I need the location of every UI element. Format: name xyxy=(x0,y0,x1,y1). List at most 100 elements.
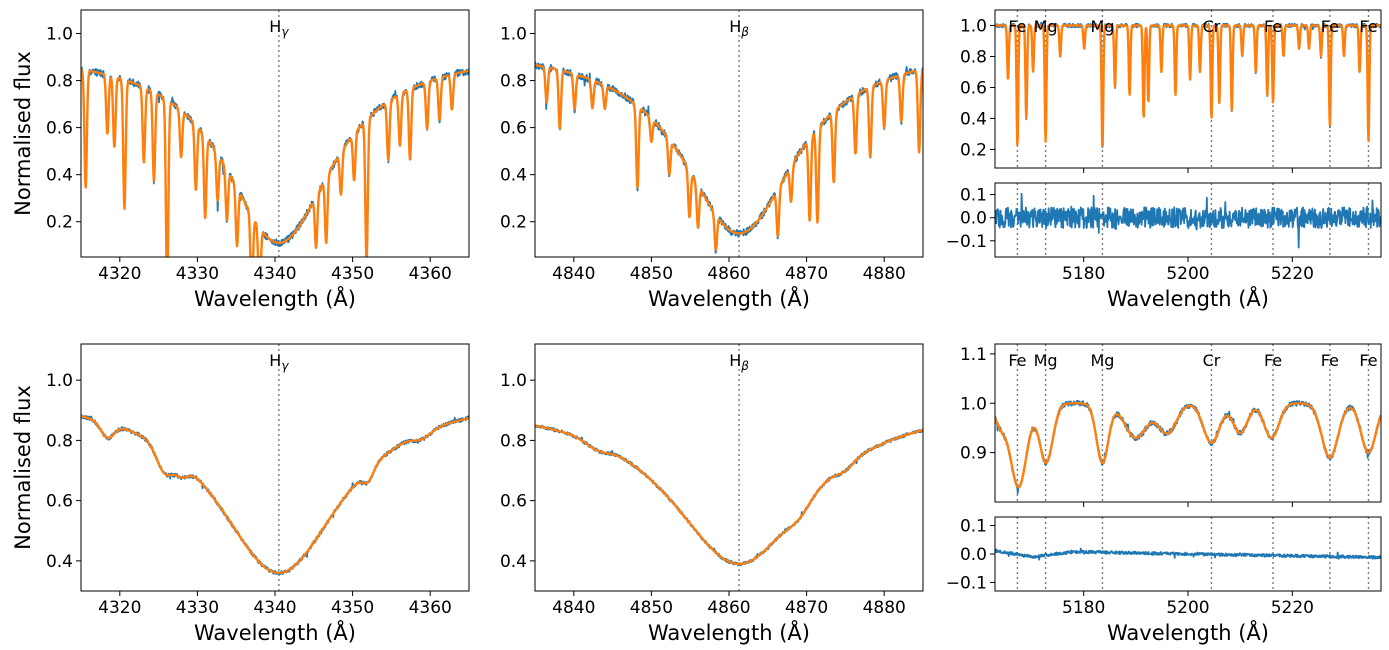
x-tick-label: 4850 xyxy=(630,264,673,284)
axes-frame xyxy=(534,343,924,592)
x-tick-label: 4330 xyxy=(176,598,219,618)
x-tick-label: 5180 xyxy=(1062,598,1105,618)
element-label: Fe xyxy=(1359,351,1377,370)
x-axis-label: Wavelength (Å) xyxy=(648,619,810,645)
y-tick-label: −0.1 xyxy=(946,573,987,593)
y-tick-label: 0.2 xyxy=(960,140,987,160)
element-label: Mg xyxy=(1090,351,1114,370)
y-tick-label: 0.2 xyxy=(500,213,527,233)
y-tick-label: 1.0 xyxy=(960,394,987,414)
y-tick-label: 1.0 xyxy=(46,25,73,45)
panel-top-mg-flux: 0.2 0.4 0.6 0.8 1.0 Fe Mg Mg Cr Fe Fe Fe xyxy=(960,9,1382,173)
x-tick-label: 4350 xyxy=(331,598,374,618)
element-label: Fe xyxy=(1008,351,1026,370)
x-tick-label: 4850 xyxy=(630,598,673,618)
panel-top-mg-residual: 5180 5200 5220 −0.1 0.0 0.1 Wavelength (Å) xyxy=(946,182,1382,311)
x-tick-label: 4320 xyxy=(98,598,141,618)
x-axis-label: Wavelength (Å) xyxy=(194,619,356,645)
x-tick-label: 4340 xyxy=(253,598,296,618)
series-model xyxy=(535,424,923,566)
x-tick-label: 5180 xyxy=(1062,264,1105,284)
x-axis-label: Wavelength (Å) xyxy=(1107,619,1269,645)
y-tick-label: 1.0 xyxy=(960,16,987,36)
y-tick-label: 1.0 xyxy=(500,371,527,391)
y-axis-label: Normalised flux xyxy=(11,51,35,216)
y-tick-label: 0.8 xyxy=(46,72,73,92)
balmer-line-label: Hβ xyxy=(729,351,749,373)
element-label: Fe xyxy=(1321,351,1339,370)
y-tick-label: 0.1 xyxy=(960,517,987,537)
panel-bottom-hgamma: 4320 4330 4340 4350 4360 0.4 0.6 0.8 1.0 Waveleng… xyxy=(11,343,470,645)
y-tick-label: 0.8 xyxy=(500,72,527,92)
axes-frame xyxy=(80,343,470,592)
element-label: Cr xyxy=(1203,17,1221,36)
y-tick-label: 0.6 xyxy=(46,119,73,139)
y-tick-label: 0.4 xyxy=(46,552,73,572)
y-axis-label: Normalised flux xyxy=(11,385,35,550)
x-tick-label: 5220 xyxy=(1271,598,1314,618)
y-tick-label: 0.6 xyxy=(960,78,987,98)
series-residual xyxy=(995,547,1381,561)
x-tick-label: 4350 xyxy=(331,264,374,284)
x-tick-label: 4860 xyxy=(707,264,750,284)
element-label: Mg xyxy=(1034,17,1058,36)
y-tick-label: 1.1 xyxy=(960,345,987,365)
y-tick-label: 0.8 xyxy=(500,431,527,451)
y-tick-label: 0.6 xyxy=(46,492,73,512)
x-tick-label: 5200 xyxy=(1166,264,1209,284)
x-tick-label: 4330 xyxy=(176,264,219,284)
y-tick-label: 0.4 xyxy=(960,109,987,129)
element-label: Fe xyxy=(1359,17,1377,36)
y-tick-label: 1.0 xyxy=(46,371,73,391)
x-tick-label: 4360 xyxy=(409,598,452,618)
series-observed xyxy=(81,414,469,576)
x-tick-label: 4880 xyxy=(863,598,906,618)
series-model xyxy=(995,24,1381,148)
element-label: Fe xyxy=(1264,351,1282,370)
element-label: Mg xyxy=(1090,17,1114,36)
panel-bottom-hbeta: 4840 4850 4860 4870 4880 0.4 0.6 0.8 1.0 Waveleng… xyxy=(500,343,924,645)
y-tick-label: 0.8 xyxy=(46,431,73,451)
y-tick-label: 0.0 xyxy=(960,209,987,229)
balmer-line-label: Hγ xyxy=(269,17,289,39)
x-axis-label: Wavelength (Å) xyxy=(194,285,356,311)
x-tick-label: 4880 xyxy=(863,264,906,284)
element-label: Fe xyxy=(1321,17,1339,36)
y-tick-label: 0.4 xyxy=(500,166,527,186)
y-tick-label: 0.6 xyxy=(500,492,527,512)
x-tick-label: 5200 xyxy=(1166,598,1209,618)
series-model xyxy=(81,415,469,575)
x-tick-label: 4840 xyxy=(552,264,595,284)
y-tick-label: 0.0 xyxy=(960,545,987,565)
axes-frame xyxy=(534,9,924,258)
x-tick-label: 4340 xyxy=(253,264,296,284)
x-tick-label: 4870 xyxy=(785,598,828,618)
panel-bottom-mg-residual: 5180 5200 5220 −0.1 0.0 0.1 Wavelength (Å) xyxy=(946,516,1382,645)
series-model xyxy=(535,63,923,251)
y-tick-label: −0.1 xyxy=(946,232,987,252)
panel-top-hgamma: 4320 4330 4340 4350 4360 0.2 0.4 0.6 0.8 1.0 Wavel… xyxy=(11,9,470,311)
y-tick-label: 0.8 xyxy=(960,47,987,67)
x-axis-label: Wavelength (Å) xyxy=(648,285,810,311)
x-tick-label: 4320 xyxy=(98,264,141,284)
panel-bottom-mg-flux: 0.9 1.0 1.1 Fe Mg Mg Cr Fe Fe Fe xyxy=(960,343,1382,507)
x-tick-label: 5220 xyxy=(1271,264,1314,284)
element-label: Cr xyxy=(1203,351,1221,370)
y-tick-label: 0.2 xyxy=(46,213,73,233)
x-tick-label: 4360 xyxy=(409,264,452,284)
y-tick-label: 0.4 xyxy=(500,552,527,572)
panel-top-hbeta: 4840 4850 4860 4870 4880 0.2 0.4 0.6 0.8 1.0 Wavel… xyxy=(500,9,924,311)
series-residual xyxy=(995,192,1381,249)
balmer-line-label: Hγ xyxy=(269,351,289,373)
element-label: Mg xyxy=(1034,351,1058,370)
y-tick-label: 0.6 xyxy=(500,119,527,139)
y-tick-label: 0.9 xyxy=(960,444,987,464)
balmer-line-label: Hβ xyxy=(729,17,749,39)
x-axis-label: Wavelength (Å) xyxy=(1107,285,1269,311)
series-observed xyxy=(535,424,923,567)
element-label: Fe xyxy=(1008,17,1026,36)
y-tick-label: 1.0 xyxy=(500,25,527,45)
series-model xyxy=(995,402,1381,489)
x-tick-label: 4860 xyxy=(707,598,750,618)
